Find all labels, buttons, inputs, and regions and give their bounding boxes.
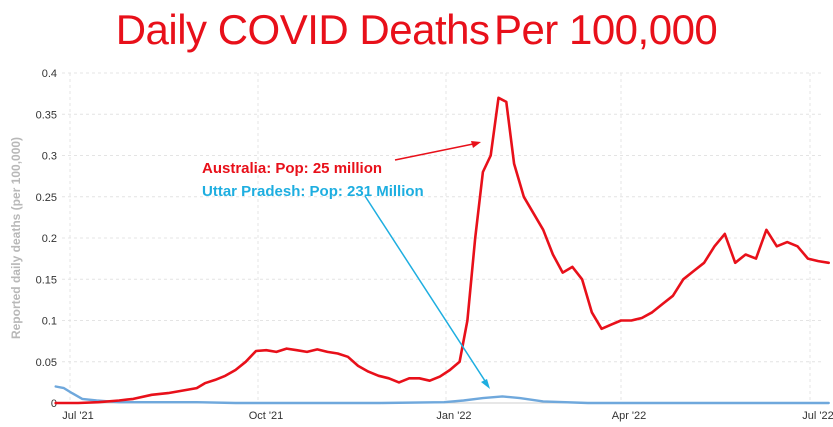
x-tick-label: Jul '21 — [62, 410, 93, 422]
x-axis-ticks: Jul '21 Oct '21 Jan '22 Apr '22 Jul '22 — [62, 410, 833, 422]
chart-title: Daily COVID Deaths Per 100,000 — [0, 0, 833, 60]
y-tick-label: 0.25 — [36, 192, 57, 204]
y-tick-label: 0.2 — [42, 233, 57, 245]
y-tick-label: 0.15 — [36, 274, 57, 286]
y-tick-label: 0 — [51, 398, 57, 410]
y-tick-label: 0.05 — [36, 357, 57, 369]
up-arrow — [364, 195, 488, 385]
x-tick-label: Oct '21 — [249, 410, 284, 422]
grid-lines — [62, 72, 822, 404]
y-axis-label: Reported daily deaths (per 100,000) — [9, 137, 23, 339]
up-arrowhead — [481, 379, 490, 389]
x-tick-label: Jul '22 — [802, 410, 833, 422]
annotation-australia: Australia: Pop: 25 million — [202, 160, 382, 177]
y-tick-label: 0.35 — [36, 109, 57, 121]
series-lines — [54, 96, 830, 405]
annotation-arrows — [364, 141, 490, 389]
chart-title-emphasis: Per 100,000 — [493, 6, 718, 53]
y-axis-ticks: 0 0.05 0.1 0.15 0.2 0.25 0.3 0.35 0.4 — [36, 68, 57, 410]
chart-title-main: Daily COVID Deaths — [115, 6, 490, 53]
x-tick-label: Jan '22 — [436, 410, 471, 422]
series-line-uttar-pradesh — [54, 385, 830, 405]
australia-arrow — [394, 142, 479, 161]
series-line-australia — [54, 96, 830, 405]
x-tick-label: Apr '22 — [612, 410, 647, 422]
y-tick-label: 0.1 — [42, 316, 57, 328]
australia-arrowhead — [471, 141, 481, 148]
y-tick-label: 0.4 — [42, 68, 57, 80]
annotation-uttar-pradesh: Uttar Pradesh: Pop: 231 Million — [202, 183, 424, 200]
y-tick-label: 0.3 — [42, 151, 57, 163]
